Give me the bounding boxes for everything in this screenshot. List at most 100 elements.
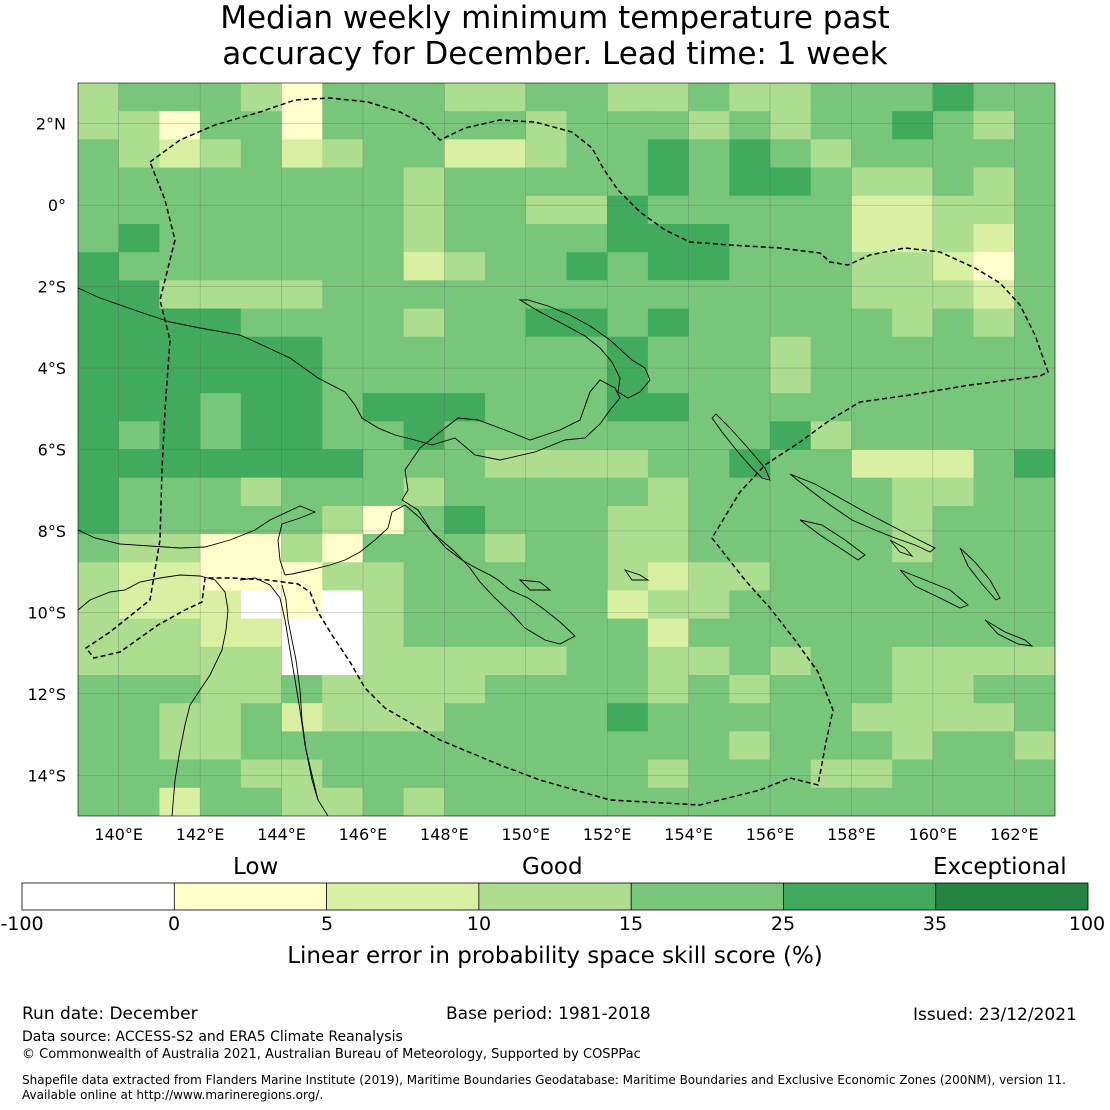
grid-cell (118, 618, 161, 648)
grid-cell (932, 139, 975, 169)
grid-cell (607, 534, 649, 563)
grid-cell (647, 195, 690, 225)
colorbar-segment (174, 883, 327, 910)
grid-cell (485, 83, 527, 112)
grid-cell (403, 223, 445, 253)
grid-cell (973, 590, 1015, 620)
grid-cell (159, 590, 201, 620)
grid-cell (485, 308, 527, 338)
grid-cell (566, 393, 608, 422)
grid-cell (240, 252, 283, 281)
grid-cell (770, 167, 812, 197)
grid-cell (525, 280, 568, 310)
grid-cell (851, 421, 893, 451)
australia-coastline (78, 574, 329, 816)
grid-cell (770, 139, 812, 169)
grid-cell (240, 195, 283, 225)
colorbar-tick: 15 (618, 913, 644, 935)
grid-cell (892, 364, 934, 394)
grid-cell (118, 336, 161, 366)
grid-cell (810, 505, 853, 535)
grid-cell (729, 83, 771, 112)
grid-cell (770, 646, 812, 676)
grid-cell (851, 111, 893, 140)
grid-cell (200, 421, 242, 451)
grid-cell (118, 703, 161, 733)
grid-cell (281, 280, 323, 310)
colorbar-segment (631, 883, 784, 910)
grid-cell (566, 83, 608, 112)
grid-cell (688, 421, 730, 451)
grid-cell (118, 759, 161, 789)
grid-cell (281, 364, 323, 394)
longitude-labels: 140°E 142°E 144°E 146°E 148°E 150°E 152°E 154°E… (94, 825, 1038, 844)
grid-cell (688, 111, 730, 140)
grid-cell (200, 618, 242, 648)
grid-cell (240, 111, 283, 140)
grid-cell (525, 505, 568, 535)
longitude-label: 160°E (909, 825, 958, 844)
grid-cell (607, 759, 649, 789)
grid-cell (362, 308, 405, 338)
grid-cell (566, 759, 608, 789)
grid-cell (362, 477, 405, 507)
grid-cell (932, 618, 975, 648)
grid-cell (688, 195, 730, 225)
grid-cell (322, 534, 364, 563)
grid-cell (729, 252, 771, 281)
grid-cell (281, 336, 323, 366)
grid-cell (403, 646, 445, 676)
grid-cell (566, 646, 608, 676)
grid-cell (932, 703, 975, 733)
grid-cell (362, 336, 405, 366)
latitude-label: 0° (48, 196, 66, 215)
grid-cell (607, 364, 649, 394)
grid-cell (729, 646, 771, 676)
grid-cell (118, 139, 161, 169)
grid-cell (485, 787, 527, 816)
grid-cell (688, 618, 730, 648)
grid-cell (240, 421, 283, 451)
grid-cell (892, 534, 934, 563)
grid-cell (403, 731, 445, 761)
grid-cell (159, 477, 201, 507)
grid-cell (1014, 449, 1055, 479)
grid-cell (403, 252, 445, 281)
grid-cell (851, 223, 893, 253)
grid-cell (403, 590, 445, 620)
grid-cell (932, 252, 975, 281)
grid-cell (973, 787, 1015, 816)
grid-cell (444, 618, 486, 648)
grid-cell (403, 477, 445, 507)
grid-cell (1014, 505, 1055, 535)
grid-cell (892, 280, 934, 310)
grid-cell (647, 759, 690, 789)
grid-cell (281, 139, 323, 169)
grid-cell (647, 167, 690, 197)
grid-cell (770, 308, 812, 338)
grid-cell (118, 111, 161, 140)
grid-cell (770, 223, 812, 253)
grid-cell (932, 534, 975, 563)
grid-cell (322, 393, 364, 422)
grid-cell (688, 280, 730, 310)
grid-cell (973, 759, 1015, 789)
grid-cell (525, 675, 568, 704)
grid-cell (647, 364, 690, 394)
grid-cell (770, 675, 812, 704)
grid-cell (729, 393, 771, 422)
grid-cell (200, 336, 242, 366)
grid-cell (1014, 618, 1055, 648)
grid-cell (851, 167, 893, 197)
grid-cell (240, 534, 283, 563)
grid-cell (770, 505, 812, 535)
grid-cell (485, 111, 527, 140)
grid-cell (688, 393, 730, 422)
grid-cell (607, 449, 649, 479)
grid-cell (281, 421, 323, 451)
grid-cell (932, 223, 975, 253)
grid-cell (810, 111, 853, 140)
grid-cell (485, 534, 527, 563)
grid-cell (444, 364, 486, 394)
grid-cell (485, 195, 527, 225)
